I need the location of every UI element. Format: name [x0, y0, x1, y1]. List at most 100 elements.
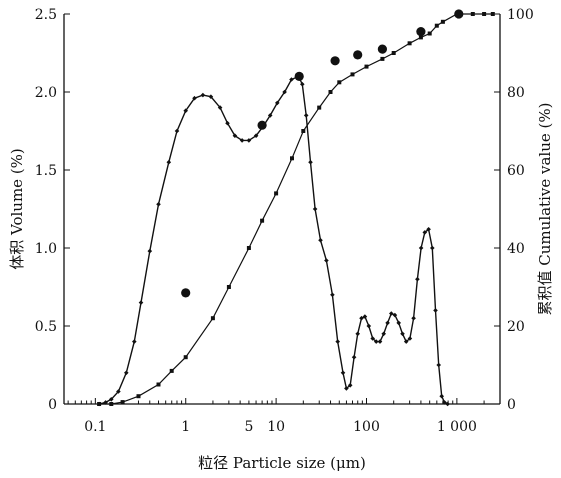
series-0-marker	[418, 245, 424, 251]
series-1-marker	[246, 246, 251, 250]
series-0-marker	[439, 393, 444, 399]
series-2-dot	[330, 56, 340, 66]
series-0-marker	[217, 105, 223, 110]
series-2-dot	[416, 27, 426, 37]
series-0-marker	[200, 92, 206, 98]
series-1-marker	[391, 51, 396, 55]
series-0-marker	[124, 370, 129, 376]
series-1-marker	[490, 12, 495, 16]
series-1-marker	[427, 31, 432, 36]
series-0-marker	[373, 339, 379, 344]
series-0-marker	[267, 113, 273, 118]
series-0-marker	[289, 77, 294, 82]
series-0-marker	[166, 159, 172, 165]
series-1-marker	[169, 368, 174, 373]
series-1-marker	[482, 12, 487, 16]
series-0-marker	[403, 339, 409, 344]
series-1-marker	[210, 316, 215, 321]
series-0-marker	[239, 138, 245, 143]
series-0-marker	[389, 311, 394, 316]
series-0-marker	[370, 336, 375, 341]
series-0-marker	[400, 331, 405, 337]
x-tick-label: 100	[353, 419, 380, 435]
series-0-marker	[362, 314, 368, 319]
series-0-marker	[407, 336, 413, 341]
series-0-marker	[344, 386, 349, 391]
series-2-dot	[454, 9, 464, 19]
series-0-marker	[347, 383, 353, 388]
series-2-dot	[294, 71, 304, 81]
series-0-marker	[340, 370, 346, 376]
series-0-marker	[208, 94, 214, 99]
y-axis-left-title: 体积 Volume (%)	[8, 148, 26, 270]
y-left-tick-label: 2.0	[35, 85, 57, 101]
series-1-marker	[183, 355, 188, 360]
tick-labels: 0.1 1 5 10 100 1 000 0 0.5 1.0 1.5 2.0 2.5 0 20 40 60 80…	[35, 7, 534, 435]
series-0-marker	[351, 354, 357, 360]
series-0-marker	[377, 339, 383, 344]
y-left-tick-label: 0	[48, 397, 57, 413]
axes	[63, 14, 501, 405]
series-1-marker	[364, 64, 369, 69]
y-right-tick-label: 60	[507, 163, 525, 179]
series-0-marker	[324, 258, 329, 263]
series-0-marker	[415, 276, 420, 282]
x-axis-title: 粒径 Particle size (μm)	[198, 454, 366, 472]
y-left-tick-label: 0.5	[35, 319, 57, 335]
y-left-tick-label: 1.0	[35, 241, 57, 257]
series-0-marker	[103, 400, 108, 405]
series-0-marker	[282, 89, 287, 95]
series-2-dot	[377, 44, 387, 54]
y-left-tick-label: 2.5	[35, 7, 57, 23]
series-0-marker	[253, 133, 259, 138]
x-tick-label: 10	[267, 419, 285, 435]
series-0-marker	[426, 227, 431, 232]
series-0-marker	[192, 95, 197, 101]
y-right-tick-label: 20	[507, 319, 525, 335]
x-tick-label: 1 000	[437, 419, 477, 435]
series-1-marker	[120, 400, 125, 405]
series-1-marker	[434, 23, 439, 28]
x-tick-label: 1	[181, 419, 190, 435]
series-1-marker	[226, 285, 231, 289]
series-1-marker	[350, 72, 355, 77]
y-left-tick-label: 1.5	[35, 163, 57, 179]
series-0-marker	[359, 315, 364, 321]
series-0-marker	[445, 401, 450, 407]
series-1-marker	[260, 218, 265, 223]
series-0-marker	[381, 331, 386, 337]
series-0-marker	[116, 389, 121, 394]
series-0-marker	[232, 133, 238, 138]
series-0-marker	[109, 397, 114, 402]
x-tick-label: 5	[244, 419, 253, 435]
series-0-marker	[335, 339, 340, 344]
series-0-marker	[411, 315, 416, 321]
series-0-marker	[318, 237, 323, 243]
series-0-marker	[138, 300, 144, 305]
series-1-marker	[407, 41, 412, 46]
y-right-tick-label: 40	[507, 241, 525, 257]
series-2-dot	[257, 120, 267, 130]
series-0-marker	[312, 206, 318, 212]
y-right-tick-label: 100	[507, 7, 534, 23]
series-0-marker	[132, 339, 137, 344]
series-0-marker	[303, 113, 309, 118]
series-1-marker	[317, 105, 322, 110]
series-1-marker	[328, 90, 333, 94]
series-1-marker	[109, 402, 114, 406]
series-2-dot	[181, 288, 191, 298]
series-1-marker	[440, 19, 445, 24]
series-0-marker	[422, 230, 428, 235]
series-1-marker	[337, 80, 342, 85]
series-0-marker	[430, 245, 435, 251]
series	[96, 9, 495, 407]
y-axis-right-title: 累积值 Cumulative value (%)	[536, 103, 554, 316]
x-tick-label: 0.1	[84, 419, 106, 435]
series-0-marker	[300, 81, 305, 87]
ticks	[64, 13, 501, 405]
series-1-marker	[418, 35, 423, 40]
series-0-marker	[330, 292, 335, 298]
series-0-marker	[436, 362, 441, 368]
y-right-tick-label: 0	[507, 397, 516, 413]
